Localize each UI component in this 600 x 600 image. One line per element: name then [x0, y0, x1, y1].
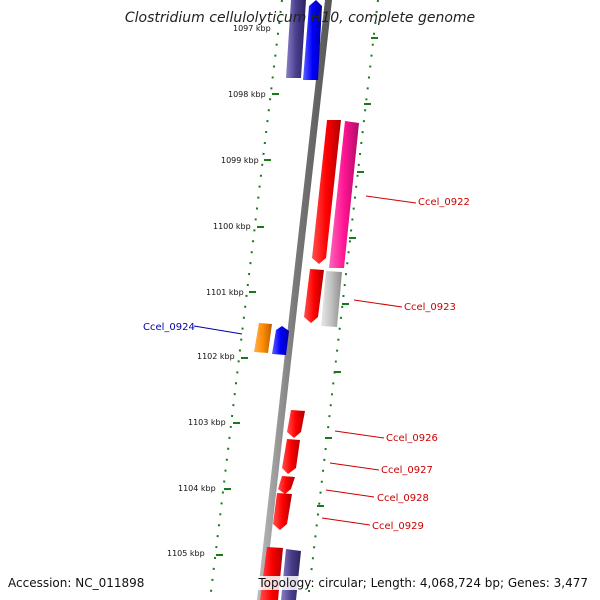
- gene-navy-top[interactable]: [286, 0, 306, 78]
- accession-text: Accession: NC_011898: [8, 576, 145, 590]
- gene-ccel-0927[interactable]: [282, 439, 300, 474]
- gene-navy-bottom[interactable]: [281, 549, 301, 600]
- gene-label-ccel-0923[interactable]: Ccel_0923: [404, 302, 456, 313]
- leader-ccel-0922: [365, 195, 417, 204]
- gene-ccel-0926[interactable]: [287, 410, 305, 438]
- gene-label-ccel-0927[interactable]: Ccel_0927: [381, 465, 433, 476]
- tick-label-1100: 1100 kbp: [213, 222, 251, 231]
- inner-tick-track: [209, 0, 283, 600]
- gene-ccel-0924-blue[interactable]: [272, 326, 289, 355]
- tick-label-1105: 1105 kbp: [167, 549, 205, 558]
- genome-summary-text: Topology: circular; Length: 4,068,724 bp…: [256, 576, 590, 590]
- gene-label-ccel-0928[interactable]: Ccel_0928: [377, 493, 429, 504]
- gene-label-ccel-0924[interactable]: Ccel_0924: [143, 322, 195, 333]
- tick-label-1101: 1101 kbp: [206, 288, 244, 297]
- gene-label-ccel-0922[interactable]: Ccel_0922: [418, 197, 470, 208]
- outer-tick-track: [307, 0, 379, 600]
- gene-ccel-0929[interactable]: [273, 493, 292, 530]
- tick-label-1104: 1104 kbp: [178, 484, 216, 493]
- leader-ccel-0926: [334, 430, 385, 439]
- gene-ccel-0923-grey[interactable]: [321, 271, 342, 327]
- tick-label-1103: 1103 kbp: [188, 418, 226, 427]
- leader-ccel-0924: [193, 325, 243, 335]
- gene-label-ccel-0926[interactable]: Ccel_0926: [386, 433, 438, 444]
- inner-major-ticks: [216, 93, 279, 556]
- gene-ccel-0923-red[interactable]: [304, 269, 324, 323]
- tick-label-1102: 1102 kbp: [197, 352, 235, 361]
- tick-label-1097: 1097 kbp: [233, 24, 271, 33]
- genome-backbone: [257, 0, 332, 600]
- gene-ccel-0922-magenta[interactable]: [329, 121, 359, 268]
- leader-ccel-0928: [325, 489, 375, 498]
- leader-ccel-0923: [353, 299, 403, 308]
- gene-blue-top[interactable]: [303, 0, 322, 80]
- gene-ccel-0928[interactable]: [278, 476, 295, 494]
- leader-ccel-0927: [329, 462, 380, 471]
- gene-ccel-0924-orange[interactable]: [254, 323, 272, 353]
- leader-ccel-0929: [321, 517, 371, 526]
- genome-title: Clostridium cellulolyticum H10, complete…: [124, 10, 476, 26]
- outer-major-ticks: [317, 37, 378, 507]
- tick-label-1099: 1099 kbp: [221, 156, 259, 165]
- gene-label-ccel-0929[interactable]: Ccel_0929: [372, 521, 424, 532]
- tick-label-1098: 1098 kbp: [228, 90, 266, 99]
- gene-ccel-0922-red[interactable]: [312, 120, 341, 264]
